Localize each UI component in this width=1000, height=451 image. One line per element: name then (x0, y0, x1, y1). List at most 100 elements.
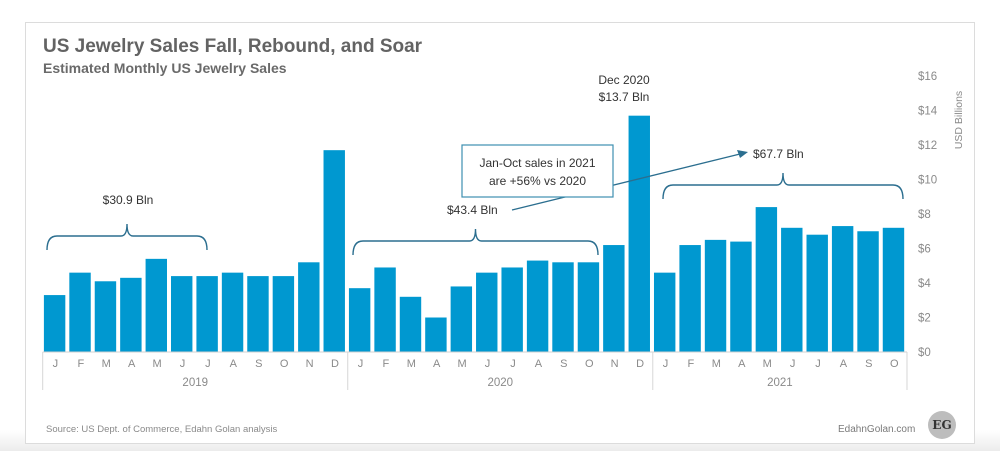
annotations: $30.9 Bln $43.4 Bln $67.7 Bln Dec 2020 $13.7… (46, 73, 904, 256)
bar-2020-9 (552, 262, 574, 352)
callout-text-line1: Jan-Oct sales in 2021 (479, 156, 595, 170)
bar-2020-2 (374, 267, 396, 352)
bar-2019-2 (69, 272, 91, 352)
bar-2020-3 (399, 296, 422, 352)
bar-2021-1 (653, 272, 676, 352)
bar-2019-10 (272, 276, 295, 352)
month-label: J (358, 358, 364, 370)
bar-2021-7 (806, 234, 828, 352)
bar-2019-11 (298, 262, 320, 352)
brace-2021 (662, 172, 904, 200)
y-tick-label: $10 (918, 175, 937, 187)
y-tick-label: $16 (918, 71, 937, 83)
chart-title: US Jewelry Sales Fall, Rebound, and Soar (43, 36, 423, 57)
bar-2019-8 (221, 272, 244, 352)
y-tick-label: $0 (918, 347, 931, 359)
comparison-arrow-line (511, 153, 741, 211)
bar-2020-4 (425, 317, 447, 352)
month-label: A (738, 358, 746, 370)
month-label: M (712, 358, 721, 370)
bar-2020-6 (476, 272, 498, 352)
month-label: J (53, 358, 59, 370)
month-label: J (790, 358, 796, 370)
bar-2019-1 (43, 295, 66, 352)
month-label: O (585, 358, 594, 370)
bar-2020-12 (628, 115, 650, 352)
y-axis-title: USD Billions (953, 91, 965, 149)
month-label: M (763, 358, 772, 370)
bar-2021-9 (857, 231, 879, 352)
month-label: J (663, 358, 669, 370)
month-label: O (280, 358, 289, 370)
bar-2020-8 (526, 260, 549, 352)
month-label: O (890, 358, 899, 370)
y-tick-label: $8 (918, 209, 931, 221)
month-label: S (560, 358, 567, 370)
arrow-head-icon (737, 150, 748, 158)
bar-2020-1 (348, 288, 371, 352)
bar-2020-5 (450, 286, 473, 352)
bar-2020-10 (577, 262, 600, 352)
month-label: J (180, 358, 186, 370)
bar-2020-11 (603, 245, 625, 352)
y-tick-label: $12 (918, 140, 937, 152)
month-label: J (815, 358, 821, 370)
bar-2020-7 (501, 267, 523, 352)
month-label: N (306, 358, 314, 370)
brace-2019 (46, 223, 208, 251)
month-label: D (636, 358, 644, 370)
year-label: 2019 (182, 377, 208, 389)
year-label: 2021 (767, 377, 793, 389)
bar-2019-4 (120, 277, 142, 352)
year-label: 2020 (487, 377, 513, 389)
month-label: M (153, 358, 162, 370)
total-2020-label: $43.4 Bln (447, 203, 498, 217)
month-label: M (407, 358, 416, 370)
x-axis: J F M A M J J A S O N D J F M A M J J A S O N D J F M A M J J A S O 2019 20… (42, 351, 908, 390)
month-label: J (205, 358, 211, 370)
month-label: S (255, 358, 262, 370)
month-label: J (485, 358, 491, 370)
y-tick-label: $6 (918, 244, 931, 256)
bars-group (43, 115, 905, 352)
month-label: M (102, 358, 111, 370)
month-label: D (331, 358, 339, 370)
dec2020-label: Dec 2020 (598, 73, 650, 87)
y-axis: $0 $2 $4 $6 $8 $10 $12 $14 $16 USD Billions (918, 71, 965, 359)
dec2020-value: $13.7 Bln (599, 90, 650, 104)
y-tick-label: $14 (918, 106, 938, 118)
bar-2019-6 (171, 276, 193, 352)
bar-2021-6 (781, 227, 803, 352)
y-tick-label: $4 (918, 278, 931, 290)
bar-2021-5 (755, 207, 778, 352)
bar-2021-4 (730, 241, 752, 352)
month-label: F (688, 358, 695, 370)
eg-logo: EG (928, 411, 956, 439)
callout-box (461, 144, 614, 198)
month-label: A (230, 358, 238, 370)
bar-2021-8 (831, 226, 854, 352)
bar-2019-12 (323, 150, 345, 352)
chart-panel (25, 22, 975, 444)
month-label: N (611, 358, 619, 370)
bar-2019-7 (196, 276, 218, 352)
total-2019-label: $30.9 Bln (103, 193, 154, 207)
brace-2020 (352, 228, 599, 256)
bar-2019-3 (94, 281, 117, 352)
bar-2019-5 (145, 258, 167, 352)
month-label: S (865, 358, 872, 370)
month-label: A (433, 358, 441, 370)
chart-subtitle: Estimated Monthly US Jewelry Sales (43, 60, 287, 76)
month-label: A (128, 358, 136, 370)
month-label: A (840, 358, 848, 370)
site-link[interactable]: EdahnGolan.com (838, 424, 916, 435)
y-tick-label: $2 (918, 313, 931, 325)
callout-text-line2: are +56% vs 2020 (489, 174, 586, 188)
month-label: A (535, 358, 543, 370)
bar-2021-10 (882, 227, 905, 352)
total-2021-label: $67.7 Bln (753, 147, 804, 161)
bar-2021-3 (704, 239, 727, 352)
bar-2019-9 (247, 276, 269, 352)
month-label: F (383, 358, 390, 370)
